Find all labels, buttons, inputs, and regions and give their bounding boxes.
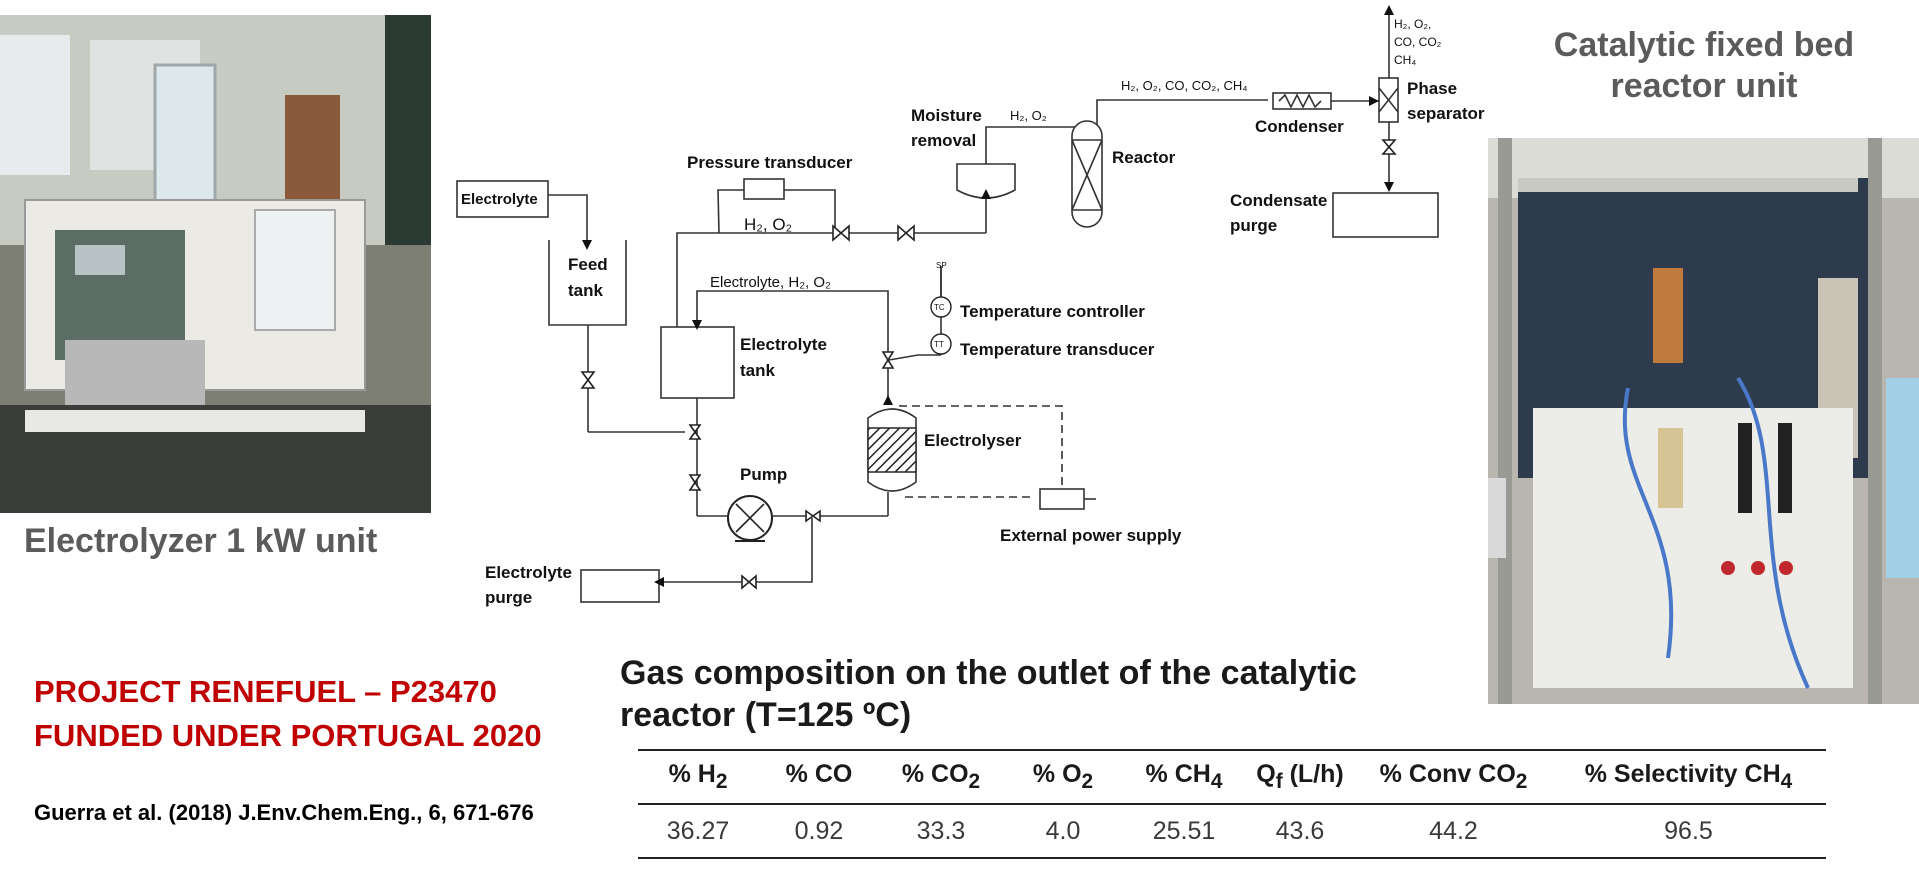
electrolyte-return-label: Electrolyte, H₂, O₂ (710, 274, 831, 291)
electrolyte-purge-label-2: purge (485, 588, 532, 607)
electrolyser-label: Electrolyser (924, 431, 1022, 450)
header-co2: % CO2 (880, 749, 1002, 805)
electrolyte-source-label: Electrolyte (461, 191, 538, 208)
sp-label: SP (936, 261, 947, 270)
reactor-outlet-gas-label: H₂, O₂, CO, CO₂, CH₄ (1121, 78, 1248, 93)
condensate-purge-label-2: purge (1230, 216, 1277, 235)
citation: Guerra et al. (2018) J.Env.Chem.Eng., 6,… (34, 800, 534, 825)
top-gas-label-2: CO, CO₂ (1394, 35, 1442, 49)
electrolyte-tank-label-2: tank (740, 361, 776, 380)
external-power-supply-label: External power supply (1000, 526, 1182, 545)
top-gas-label-3: CH₄ (1394, 53, 1416, 67)
electrolyzer-caption: Electrolyzer 1 kW unit (24, 522, 378, 560)
moisture-gas-label: H₂, O₂ (1010, 108, 1047, 123)
moisture-removal-label-1: Moisture (911, 106, 982, 125)
header-conv-co2: % Conv CO2 (1356, 749, 1551, 805)
project-title-line2: FUNDED UNDER PORTUGAL 2020 (34, 718, 542, 753)
header-flow: Qf (L/h) (1244, 749, 1356, 805)
tt-symbol: TT (934, 340, 944, 349)
process-flow-diagram: Electrolyte Feed tank Pressure transduce… (456, 5, 1485, 607)
value-flow: 43.6 (1244, 804, 1356, 859)
phase-separator-label-2: separator (1407, 104, 1485, 123)
value-h2: 36.27 (638, 804, 758, 859)
header-h2: % H2 (638, 749, 758, 805)
project-title-line1: PROJECT RENEFUEL – P23470 (34, 674, 497, 709)
header-ch4: % CH4 (1124, 749, 1244, 805)
reactor-caption-line2: reactor unit (1610, 67, 1798, 105)
reactor-label: Reactor (1112, 148, 1176, 167)
reactor-caption-line1: Catalytic fixed bed (1553, 26, 1855, 64)
condensate-purge-label-1: Condensate (1230, 191, 1327, 210)
moisture-removal-label-2: removal (911, 131, 976, 150)
tc-symbol: TC (934, 303, 945, 312)
header-selectivity-ch4: % Selectivity CH4 (1551, 749, 1826, 805)
top-gas-label-1: H₂, O₂, (1394, 17, 1431, 31)
temperature-controller-label: Temperature controller (960, 302, 1145, 321)
value-co: 0.92 (758, 804, 880, 859)
table-row: 36.27 0.92 33.3 4.0 25.51 43.6 44.2 96.5 (638, 804, 1826, 859)
electrolyzer-photo (0, 15, 431, 513)
gas-composition-table: % H2 % CO % CO2 % O2 % CH4 Qf (L/h) % Co… (638, 749, 1826, 859)
value-ch4: 25.51 (1124, 804, 1244, 859)
value-selectivity-ch4: 96.5 (1551, 804, 1826, 859)
header-co: % CO (758, 749, 880, 805)
gas-table-title-line1: Gas composition on the outlet of the cat… (620, 654, 1357, 692)
electrolyte-purge-label-1: Electrolyte (485, 563, 572, 582)
h2-o2-line-label: H₂, O₂ (744, 215, 792, 234)
gas-table-title-line2: reactor (T=125 ºC) (620, 696, 912, 734)
pump-label: Pump (740, 465, 787, 484)
feed-tank-label-2: tank (568, 281, 604, 300)
table-header-row: % H2 % CO % CO2 % O2 % CH4 Qf (L/h) % Co… (638, 749, 1826, 805)
electrolyte-tank-label-1: Electrolyte (740, 335, 827, 354)
value-conv-co2: 44.2 (1356, 804, 1551, 859)
header-o2: % O2 (1002, 749, 1124, 805)
value-o2: 4.0 (1002, 804, 1124, 859)
condenser-label: Condenser (1255, 117, 1344, 136)
feed-tank-label-1: Feed (568, 255, 608, 274)
temperature-transducer-label: Temperature transducer (960, 340, 1155, 359)
reactor-photo (1488, 138, 1919, 704)
phase-separator-label-1: Phase (1407, 79, 1457, 98)
pressure-transducer-label: Pressure transducer (687, 153, 853, 172)
value-co2: 33.3 (880, 804, 1002, 859)
